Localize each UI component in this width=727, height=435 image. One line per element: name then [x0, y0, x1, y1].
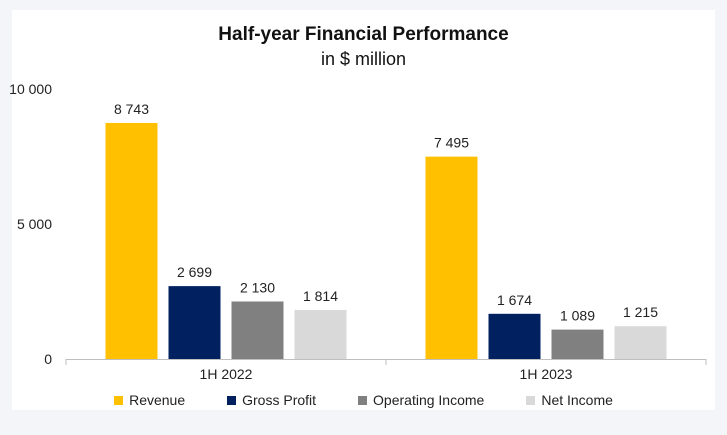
bar [551, 329, 604, 359]
y-tick-label: 10 000 [9, 81, 52, 97]
data-label: 2 699 [177, 264, 212, 280]
chart-title: Half-year Financial Performance [218, 24, 509, 45]
legend-label: Gross Profit [242, 392, 317, 408]
legend-swatch [114, 395, 124, 405]
legend-item: Gross Profit [227, 392, 316, 408]
y-tick-label: 5 000 [17, 216, 52, 232]
data-label: 1 674 [497, 292, 532, 308]
bar [488, 313, 541, 359]
legend-item: Revenue [114, 392, 185, 408]
bar [425, 156, 478, 359]
x-axis: 1H 2022 1H 2023 [65, 359, 707, 382]
data-label: 1 089 [560, 308, 595, 324]
legend-item: Operating Income [358, 392, 484, 408]
data-label: 8 743 [114, 101, 149, 117]
legend-swatch [358, 395, 368, 405]
legend-item: Net Income [526, 392, 613, 408]
chart-subtitle: in $ million [320, 49, 407, 69]
bar [231, 301, 284, 359]
y-axis: 0 5 000 10 000 [9, 81, 52, 367]
legend-swatch [526, 395, 536, 405]
bar [614, 326, 667, 359]
data-label: 1 215 [623, 304, 658, 320]
data-label: 1 814 [303, 288, 338, 304]
legend-label: Net Income [541, 392, 613, 408]
bars: 8 743 2 699 2 130 1 814 7 495 1 674 1 089 1 215 [105, 101, 667, 360]
category-label: 1H 2022 [200, 366, 253, 382]
data-label: 2 130 [240, 279, 275, 295]
data-label: 7 495 [434, 135, 469, 151]
legend-swatch [227, 395, 237, 405]
category-label: 1H 2023 [520, 366, 573, 382]
legend-label: Revenue [129, 392, 186, 408]
legend: Revenue Gross Profit Operating Income Net I… [0, 392, 727, 408]
bar [294, 310, 347, 359]
y-tick-label: 0 [44, 351, 52, 367]
legend-label: Operating Income [373, 392, 485, 408]
bar [168, 286, 221, 359]
bar [105, 122, 158, 360]
